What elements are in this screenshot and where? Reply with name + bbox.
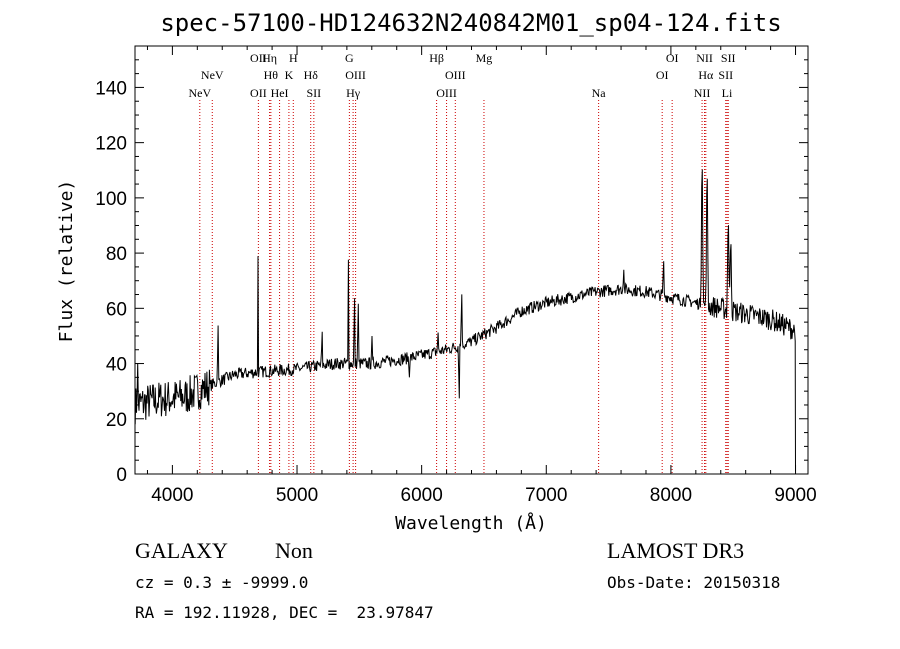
line-label: Mg — [476, 51, 493, 65]
line-label: HeI — [271, 86, 289, 100]
line-label: Hθ — [264, 68, 279, 82]
line-label: K — [285, 68, 294, 82]
x-tick-label: 5000 — [276, 485, 318, 506]
line-label: Hγ — [346, 86, 361, 100]
spectrum-series-line — [134, 169, 796, 472]
y-tick-label: 80 — [106, 244, 127, 265]
line-label: OI — [666, 51, 679, 65]
y-tick-label: 140 — [95, 78, 127, 99]
line-label: Hη — [262, 51, 277, 65]
line-label: NeV — [188, 86, 211, 100]
line-label: SII — [718, 68, 733, 82]
y-axis: 0 20 40 60 80 100 120 140 — [95, 59, 808, 486]
chart-title: spec-57100-HD124632N240842M01_sp04-124.f… — [160, 9, 781, 37]
line-label: Na — [592, 86, 607, 100]
observation-date: Obs-Date: 20150318 — [607, 573, 781, 592]
line-label: H — [289, 51, 298, 65]
x-tick-label: 4000 — [151, 485, 193, 506]
plot-frame — [134, 45, 809, 475]
x-tick-label: 6000 — [401, 485, 443, 506]
line-label: Hα — [698, 68, 714, 82]
y-tick-label: 0 — [116, 465, 127, 486]
x-axis: 4000 5000 6000 7000 8000 9000 — [146, 46, 817, 506]
line-label: OIII — [445, 68, 466, 82]
y-tick-label: 40 — [106, 355, 127, 376]
object-class: GALAXY — [135, 538, 228, 563]
line-label: G — [345, 51, 354, 65]
line-label: NII — [696, 51, 713, 65]
y-tick-label: 20 — [106, 410, 127, 431]
y-tick-label: 120 — [95, 134, 127, 155]
line-label: NII — [694, 86, 711, 100]
y-tick-label: 100 — [95, 189, 127, 210]
line-label: Hβ — [429, 51, 444, 65]
line-label: OII — [250, 51, 267, 65]
line-label: OIII — [345, 68, 366, 82]
x-axis-label: Wavelength (Å) — [395, 512, 547, 534]
x-tick-label: 8000 — [650, 485, 692, 506]
ra-dec-coordinates: RA = 192.11928, DEC = 23.97847 — [135, 603, 434, 622]
survey-name: LAMOST DR3 — [607, 538, 745, 563]
line-label: SII — [721, 51, 736, 65]
line-label: NeV — [201, 68, 224, 82]
line-label: Hδ — [304, 68, 319, 82]
object-subclass: Non — [275, 538, 313, 563]
line-label: SII — [307, 86, 322, 100]
y-tick-label: 60 — [106, 299, 127, 320]
line-label: OIII — [436, 86, 457, 100]
line-label: OI — [656, 68, 669, 82]
line-label: Li — [722, 86, 733, 100]
x-tick-label: 7000 — [525, 485, 567, 506]
line-label: OII — [250, 86, 267, 100]
x-tick-label: 9000 — [774, 485, 816, 506]
y-axis-label: Flux (relative) — [56, 180, 77, 343]
spectral-line-markers — [199, 100, 729, 474]
redshift-cz: cz = 0.3 ± -9999.0 — [135, 573, 309, 592]
